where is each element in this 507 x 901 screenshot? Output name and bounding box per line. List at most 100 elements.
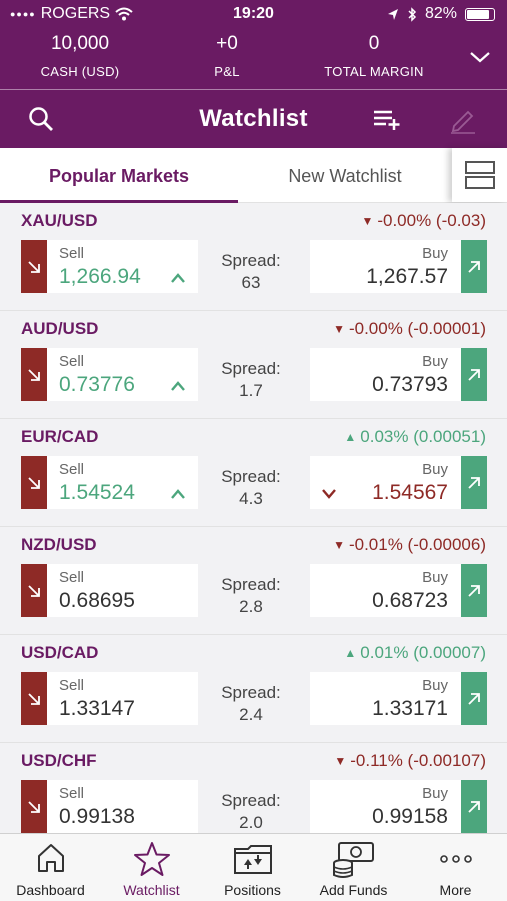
market-symbol[interactable]: USD/CHF	[21, 751, 97, 770]
add-to-list-icon[interactable]	[372, 107, 402, 131]
change-value: -0.00% (-0.00001)	[348, 319, 486, 338]
buy-button[interactable]: Buy 0.99158	[310, 780, 487, 833]
battery-percent: 82%	[424, 5, 457, 22]
spread: Spread: 2.4	[205, 682, 297, 726]
tabbar-label: Add Funds	[319, 882, 388, 898]
market-row[interactable]: USD/CAD ▲ 0.01% (0.00007) Sell 1.33147 Spread…	[0, 635, 507, 743]
market-symbol[interactable]: NZD/USD	[21, 535, 97, 554]
search-icon[interactable]	[28, 106, 54, 132]
spread-label: Spread:	[221, 251, 281, 270]
buy-price: 1.33171	[372, 697, 448, 720]
spread-label: Spread:	[221, 791, 281, 810]
chevron-down-icon[interactable]	[469, 50, 491, 64]
buy-label: Buy	[422, 461, 448, 478]
edit-icon[interactable]	[448, 104, 478, 134]
market-symbol[interactable]: XAU/USD	[21, 211, 98, 230]
buy-price: 0.68723	[372, 589, 448, 612]
buy-arrow-icon	[461, 456, 487, 509]
spread-value: 63	[241, 273, 261, 292]
spread: Spread: 63	[205, 250, 297, 294]
change-value: -0.00% (-0.03)	[377, 211, 486, 230]
market-row[interactable]: EUR/CAD ▲ 0.03% (0.00051) Sell 1.54524 Spread…	[0, 419, 507, 527]
market-row[interactable]: USD/CHF ▼ -0.11% (-0.00107) Sell 0.99138 Spre…	[0, 743, 507, 833]
buy-label: Buy	[422, 569, 448, 586]
buy-button[interactable]: Buy 1.33171	[310, 672, 487, 725]
tabbar-more[interactable]: More	[405, 834, 506, 901]
sell-button[interactable]: Sell 0.73776	[21, 348, 198, 401]
market-symbol[interactable]: EUR/CAD	[21, 427, 99, 446]
tabbar-add-funds[interactable]: Add Funds	[303, 834, 404, 901]
triangle-up-icon: ▲	[344, 646, 357, 660]
buy-arrow-icon	[461, 780, 487, 833]
status-bar: ●●●● ROGERS 19:20 82%	[0, 0, 507, 30]
layout-toggle-button[interactable]	[452, 148, 507, 202]
pnl-label: P&L	[214, 64, 240, 79]
market-row[interactable]: XAU/USD ▼ -0.00% (-0.03) Sell 1,266.94 Spread…	[0, 203, 507, 311]
chevron-up-icon	[171, 486, 185, 503]
nav-bar: Watchlist	[0, 90, 507, 148]
tabbar-watchlist[interactable]: Watchlist	[101, 834, 202, 901]
sell-price: 0.73776	[59, 373, 135, 396]
sell-button[interactable]: Sell 1.33147	[21, 672, 198, 725]
spread-label: Spread:	[221, 467, 281, 486]
buy-price: 1,267.57	[366, 265, 448, 288]
sell-price: 1.33147	[59, 697, 135, 720]
location-icon	[387, 8, 398, 20]
battery-icon	[465, 7, 495, 21]
add-funds-icon	[332, 842, 374, 878]
tabbar-label: Dashboard	[16, 882, 85, 898]
sell-button[interactable]: Sell 1,266.94	[21, 240, 198, 293]
sell-price: 1.54524	[59, 481, 135, 504]
triangle-down-icon: ▼	[361, 214, 374, 228]
triangle-down-icon: ▼	[333, 538, 345, 552]
spread-value: 2.0	[239, 813, 263, 832]
buy-button[interactable]: Buy 0.73793	[310, 348, 487, 401]
buy-price: 0.99158	[372, 805, 448, 828]
spread-value: 2.4	[239, 705, 263, 724]
sell-label: Sell	[59, 677, 85, 694]
cash-label: CASH (USD)	[40, 64, 120, 79]
cash-stat: 10,000 CASH (USD)	[10, 32, 150, 79]
spread-label: Spread:	[221, 575, 281, 594]
change-value: 0.03% (0.00051)	[360, 427, 486, 446]
tabbar-label: Watchlist	[123, 882, 180, 898]
page-title: Watchlist	[199, 105, 308, 132]
buy-label: Buy	[422, 677, 448, 694]
sell-button[interactable]: Sell 0.99138	[21, 780, 198, 833]
market-change: ▲ 0.03% (0.00051)	[344, 427, 486, 447]
margin-value: 0	[368, 33, 380, 54]
sell-price: 1,266.94	[59, 265, 141, 288]
market-symbol[interactable]: USD/CAD	[21, 643, 99, 662]
tabbar-dashboard[interactable]: Dashboard	[0, 834, 101, 901]
spread: Spread: 1.7	[205, 358, 297, 402]
triangle-down-icon: ▼	[333, 322, 345, 336]
tab-new-watchlist[interactable]: New Watchlist	[288, 166, 402, 186]
tab-popular-markets[interactable]: Popular Markets	[0, 148, 238, 203]
sell-price: 0.68695	[59, 589, 135, 612]
spread: Spread: 2.8	[205, 574, 297, 618]
buy-button[interactable]: Buy 0.68723	[310, 564, 487, 617]
wifi-icon	[115, 7, 133, 21]
market-row[interactable]: AUD/USD ▼ -0.00% (-0.00001) Sell 0.73776 Spre…	[0, 311, 507, 419]
sell-label: Sell	[59, 245, 85, 262]
chevron-up-icon	[171, 378, 185, 395]
spread: Spread: 4.3	[205, 466, 297, 510]
buy-button[interactable]: Buy 1,267.57	[310, 240, 487, 293]
market-symbol[interactable]: AUD/USD	[21, 319, 99, 338]
buy-button[interactable]: Buy 1.54567	[310, 456, 487, 509]
sell-arrow-icon	[21, 348, 47, 401]
sell-label: Sell	[59, 353, 85, 370]
sell-button[interactable]: Sell 0.68695	[21, 564, 198, 617]
market-row[interactable]: NZD/USD ▼ -0.01% (-0.00006) Sell 0.68695 Spre…	[0, 527, 507, 635]
sell-arrow-icon	[21, 240, 47, 293]
bluetooth-icon	[408, 6, 417, 22]
tabbar-label: More	[439, 882, 472, 898]
layout-icon	[464, 161, 495, 189]
spread-value: 4.3	[239, 489, 263, 508]
sell-button[interactable]: Sell 1.54524	[21, 456, 198, 509]
header: ●●●● ROGERS 19:20 82% 10,000 CASH (USD) …	[0, 0, 507, 148]
tabbar-positions[interactable]: Positions	[202, 834, 303, 901]
buy-arrow-icon	[461, 348, 487, 401]
sell-arrow-icon	[21, 456, 47, 509]
buy-price: 0.73793	[372, 373, 448, 396]
